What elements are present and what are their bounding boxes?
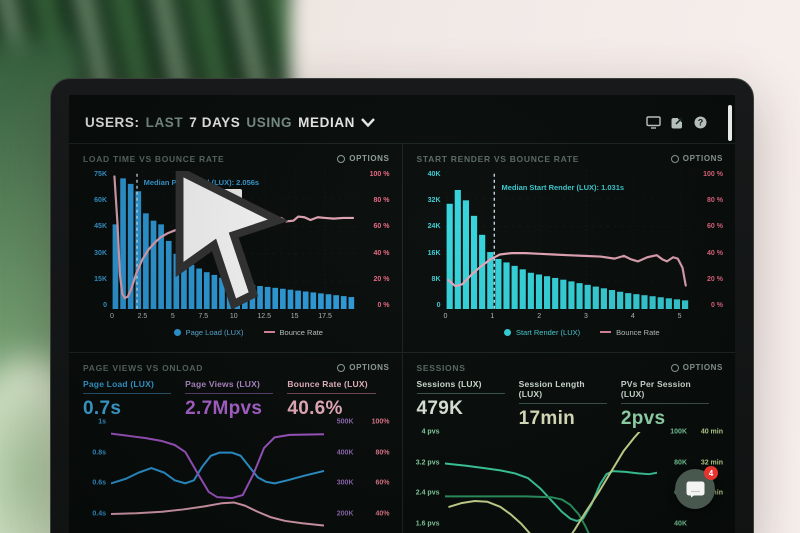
start-render-dot-icon — [503, 328, 511, 336]
gear-icon — [670, 154, 679, 163]
share-icon[interactable] — [671, 116, 684, 129]
sessions-lines — [445, 432, 658, 533]
panel-load-time-vs-bounce-rate: LOAD TIME VS BOUNCE RATE OPTIONS 75K 60K 4… — [69, 144, 402, 352]
divider — [401, 144, 403, 352]
y-axis-left: 75K 60K 45K 30K 15K 0 — [94, 171, 107, 309]
load-time-histogram — [112, 171, 356, 309]
panel-title: START RENDER VS BOUNCE RATE — [416, 153, 580, 164]
gear-icon — [337, 363, 346, 372]
metric-session-length: Session Length (LUX) 17min — [518, 379, 607, 430]
options-button[interactable]: OPTIONS — [337, 154, 389, 163]
panel-title: LOAD TIME VS BOUNCE RATE — [83, 153, 225, 164]
panel-title: PAGE VIEWS VS ONLOAD — [83, 362, 204, 373]
y-axis-right-pageviews: 500K 400K 300K 200K — [336, 418, 354, 518]
gear-icon — [670, 363, 679, 372]
bounce-rate-dash-icon — [600, 331, 612, 333]
divider — [69, 143, 735, 144]
title-users: USERS: — [85, 114, 140, 130]
chart-area — [445, 432, 658, 533]
metric-underline — [185, 393, 274, 394]
panel-sessions: SESSIONS OPTIONS Sessions (LUX) 479K — [403, 353, 736, 533]
bounce-rate-dash-icon — [263, 331, 275, 333]
title-using: USING — [246, 114, 293, 130]
monitor-icon[interactable] — [646, 115, 661, 129]
page-views-onload-lines — [111, 422, 324, 533]
options-button[interactable]: OPTIONS — [670, 154, 723, 163]
dashboard-header: USERS: LAST 7 DAYS USING MEDIAN — [69, 95, 735, 143]
panel-page-views-vs-onload: PAGE VIEWS VS ONLOAD OPTIONS Page Load (… — [69, 353, 402, 533]
chevron-down-icon[interactable] — [361, 117, 375, 127]
metric-page-load: Page Load (LUX) 0.7s — [83, 379, 172, 420]
start-render-histogram — [445, 171, 689, 309]
dashboard-screen: USERS: LAST 7 DAYS USING MEDIAN — [69, 95, 735, 533]
metric-page-views: Page Views (LUX) 2.7Mpvs — [185, 379, 274, 420]
options-button[interactable]: OPTIONS — [337, 363, 389, 372]
chat-widget-button[interactable]: 4 — [675, 466, 718, 509]
median-annotation: Median Start Render (LUX): 1.031s — [501, 183, 625, 193]
metrics-row: Page Load (LUX) 0.7s Page Views (LUX) 2.… — [83, 379, 390, 420]
title-last: LAST — [145, 114, 184, 130]
help-icon[interactable]: ? — [694, 116, 707, 129]
metric-underline — [287, 393, 376, 394]
panel-start-render-vs-bounce-rate: START RENDER VS BOUNCE RATE OPTIONS 40K 3… — [403, 144, 736, 352]
svg-text:?: ? — [698, 117, 704, 127]
chart-area: Median Page Load (LUX): 2.056s Bounce Ra… — [112, 171, 356, 309]
divider — [401, 353, 403, 533]
y-axis-right-bounce: 100% 80% 60% 40% — [371, 418, 390, 518]
title-days: 7 DAYS — [189, 114, 241, 130]
title-median: MEDIAN — [298, 114, 356, 130]
y-axis-right: 100 % 80 % 60 % 40 % 20 % 0 % — [703, 171, 723, 309]
page-title: USERS: LAST 7 DAYS USING MEDIAN — [85, 115, 375, 130]
x-axis: 0 2.5 5 7.5 10 12.5 15 17.5 — [110, 313, 332, 320]
metrics-row: Sessions (LUX) 479K Session Length (LUX)… — [416, 379, 724, 430]
y-axis-right: 100 % 80 % 60 % 40 % 20 % 0 % — [369, 171, 390, 309]
mouse-cursor — [175, 171, 289, 309]
legend: Page Load (LUX) Bounce Rate — [107, 324, 390, 340]
y-axis-left: 40K 32K 24K 16K 8K 0 — [427, 171, 441, 309]
laptop: USERS: LAST 7 DAYS USING MEDIAN — [50, 78, 754, 533]
metric-bounce-rate: Bounce Rate (LUX) 40.6% — [287, 379, 376, 420]
y-axis-left: 4 pvs 3.2 pvs 2.4 pvs 1.6 pvs — [415, 428, 440, 528]
scrollbar-thumb[interactable] — [728, 105, 732, 141]
page-load-dot-icon — [173, 328, 181, 336]
divider — [69, 352, 735, 353]
panel-title: SESSIONS — [416, 362, 466, 373]
notification-badge: 4 — [704, 466, 718, 480]
metric-pvs-per-session: PVs Per Session (LUX) 2pvs — [620, 379, 710, 430]
options-button[interactable]: OPTIONS — [670, 363, 723, 372]
legend: Start Render (LUX) Bounce Rate — [441, 324, 724, 340]
chat-icon — [686, 481, 704, 497]
header-icons: ? — [646, 115, 707, 129]
metric-underline — [518, 403, 607, 404]
gear-icon — [337, 154, 346, 163]
y-axis-left: 1s 0.8s 0.6s 0.4s — [92, 418, 106, 518]
chart-area — [111, 422, 324, 533]
metric-underline — [83, 393, 172, 394]
metric-sessions: Sessions (LUX) 479K — [416, 379, 505, 430]
chart-area: Median Start Render (LUX): 1.031s — [445, 171, 689, 309]
metric-underline — [620, 403, 710, 404]
metric-underline — [416, 393, 505, 394]
